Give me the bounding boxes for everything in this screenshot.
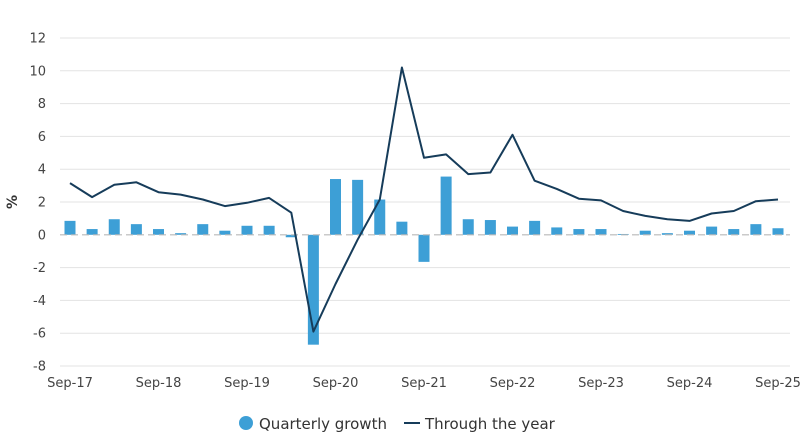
legend-through-the-year-label: Through the year: [424, 415, 556, 433]
y-axis-label: %: [5, 195, 21, 209]
quarterly-growth-bars: [64, 176, 784, 345]
bar: [263, 225, 275, 235]
bar: [684, 230, 695, 235]
y-tick-label: -4: [33, 294, 46, 309]
bar: [418, 234, 430, 262]
x-tick-label: Sep-25: [755, 376, 800, 391]
legend: Quarterly growth Through the year: [239, 415, 556, 433]
y-tick-label: 0: [38, 228, 46, 243]
bar: [661, 233, 673, 235]
bar: [130, 224, 142, 235]
legend-quarterly-growth-swatch: [239, 416, 253, 430]
bar: [241, 225, 253, 235]
bar: [750, 224, 762, 235]
bar: [352, 179, 364, 235]
y-tick-label: 10: [29, 64, 46, 79]
bar: [330, 179, 341, 235]
bar: [507, 226, 518, 235]
y-tick-label: -2: [33, 261, 46, 276]
y-tick-label: -6: [33, 327, 46, 342]
x-tick-label: Sep-21: [401, 376, 447, 391]
bar: [153, 229, 164, 235]
y-tick-label: 4: [38, 163, 46, 178]
bar: [440, 176, 452, 235]
bar: [108, 219, 120, 235]
y-tick-label: 12: [29, 32, 46, 47]
y-tick-label: -8: [33, 360, 46, 375]
x-tick-label: Sep-22: [490, 376, 536, 391]
y-axis-ticks: -8 -6 -4 -2 0 2 4 6 8 10 12: [29, 32, 46, 375]
bar: [573, 229, 585, 235]
bar: [462, 219, 474, 235]
gridlines: [60, 37, 790, 367]
x-tick-label: Sep-17: [47, 376, 93, 391]
bar: [374, 199, 386, 235]
bar: [706, 226, 718, 235]
bar: [529, 220, 541, 235]
x-tick-label: Sep-23: [578, 376, 624, 391]
bar: [772, 228, 784, 235]
bar: [484, 220, 496, 235]
bar: [551, 227, 563, 235]
y-tick-label: 2: [38, 196, 46, 211]
y-tick-label: 6: [38, 130, 46, 145]
bar: [396, 221, 408, 235]
bar: [728, 229, 740, 235]
x-tick-label: Sep-19: [224, 376, 270, 391]
bar: [86, 229, 98, 235]
bar: [64, 220, 76, 235]
legend-quarterly-growth-label: Quarterly growth: [259, 415, 387, 433]
x-tick-label: Sep-20: [313, 376, 359, 391]
bar: [639, 230, 651, 235]
through-the-year-line: [69, 66, 779, 333]
bar: [285, 234, 297, 238]
x-axis-ticks: Sep-17 Sep-18 Sep-19 Sep-20 Sep-21 Sep-22 Sep-…: [47, 376, 800, 391]
bar: [175, 233, 187, 235]
x-tick-label: Sep-24: [667, 376, 713, 391]
bar: [197, 224, 209, 235]
bar: [307, 234, 319, 345]
bar: [595, 229, 607, 235]
bar: [219, 230, 231, 235]
x-tick-label: Sep-18: [136, 376, 182, 391]
y-tick-label: 8: [38, 97, 46, 112]
